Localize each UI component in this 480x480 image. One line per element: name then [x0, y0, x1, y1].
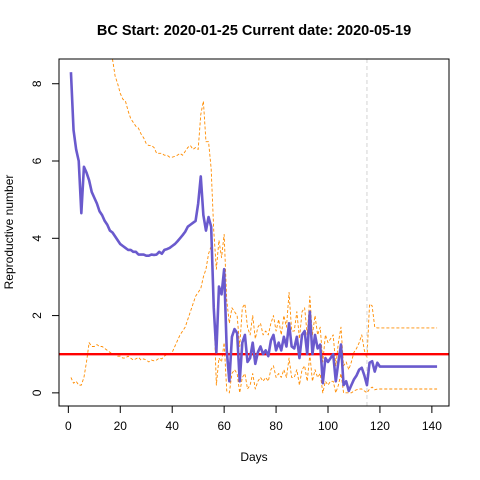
y-axis: 0 2 4 6 8	[30, 80, 60, 396]
lower-bound-line	[70, 245, 438, 394]
y-tick-label: 6	[30, 157, 44, 164]
x-tick-label: 20	[114, 419, 128, 433]
lower-bound-series	[70, 245, 438, 394]
x-axis: 0 20 40 60 80 100 120 140	[65, 405, 442, 433]
x-tick-label: 120	[370, 419, 390, 433]
x-tick-label: 40	[166, 419, 180, 433]
plot-area	[59, 59, 449, 406]
x-axis-label: Days	[240, 450, 267, 464]
y-tick-label: 0	[30, 389, 44, 396]
upper-bound-line	[112, 59, 438, 371]
x-tick-label: 100	[318, 419, 338, 433]
x-tick-label: 140	[422, 419, 442, 433]
y-tick-label: 4	[30, 235, 44, 242]
y-tick-label: 8	[30, 80, 44, 87]
chart-title: BC Start: 2020-01-25 Current date: 2020-…	[97, 23, 411, 39]
estimate-series	[69, 72, 438, 393]
y-axis-label: Reproductive number	[2, 175, 16, 290]
x-tick-label: 60	[217, 419, 231, 433]
x-tick-label: 80	[269, 419, 283, 433]
upper-bound-series	[112, 59, 438, 371]
x-tick-label: 0	[65, 419, 72, 433]
estimate-line	[69, 72, 438, 393]
y-tick-label: 2	[30, 312, 44, 319]
